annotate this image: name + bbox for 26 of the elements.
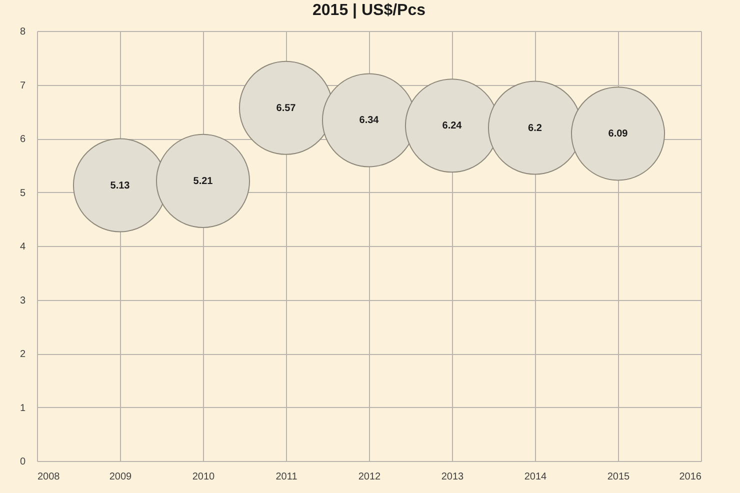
x-tick-label: 2015 [607, 472, 630, 482]
data-label: 6.34 [359, 115, 380, 126]
x-tick-label: 2012 [358, 472, 382, 482]
x-tick-label: 2014 [524, 472, 548, 482]
data-label: 6.2 [528, 122, 542, 134]
data-label: 6.24 [442, 120, 462, 132]
data-label: 6.09 [608, 128, 628, 140]
y-tick-label: 2 [20, 349, 26, 360]
data-label: 6.57 [276, 102, 296, 114]
y-tick-label: 3 [20, 295, 26, 306]
y-tick-label: 8 [20, 26, 26, 38]
y-tick-label: 6 [20, 134, 26, 145]
x-tick-label: 2009 [109, 472, 132, 482]
x-tick-label: 2016 [679, 472, 702, 482]
y-tick-label: 4 [20, 242, 26, 252]
x-tick-label: 2011 [276, 472, 298, 482]
x-tick-label: 2010 [192, 472, 216, 482]
y-tick-label: 1 [20, 402, 26, 414]
x-tick-label: 2008 [38, 472, 60, 482]
x-tick-label: 2013 [441, 472, 464, 482]
chart-title: 2015 | US$/Pcs [312, 2, 426, 19]
y-tick-label: 7 [20, 80, 26, 92]
data-label: 5.13 [110, 180, 130, 192]
y-tick-label: 5 [20, 188, 26, 199]
y-tick-label: 0 [20, 456, 26, 468]
data-label: 5.21 [193, 176, 214, 187]
